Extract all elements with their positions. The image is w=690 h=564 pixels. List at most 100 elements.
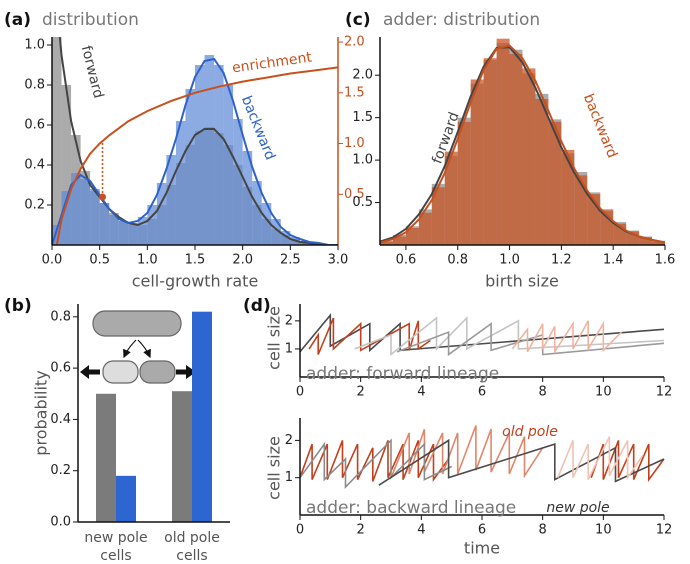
histogram-bar (457, 121, 471, 245)
lineage (299, 438, 453, 489)
x-tick-label: 6 (478, 523, 486, 538)
panel-label: (a) (4, 10, 31, 30)
lineage (557, 436, 644, 481)
title: distribution (42, 10, 139, 30)
histogram-bar (405, 228, 419, 245)
x-tick-label: 0 (296, 523, 304, 538)
annotation: new pole (546, 500, 609, 516)
x-tick-label: 2.0 (232, 253, 253, 268)
histogram-bar (80, 179, 91, 245)
x-tick-label: 2 (357, 523, 365, 538)
histogram-bar (380, 241, 393, 245)
daughter-cell (102, 360, 139, 384)
arrow (123, 339, 137, 359)
arrow (137, 339, 151, 359)
arrow-head (186, 365, 196, 379)
histogram-bar (71, 173, 81, 245)
x-tick-label: 2.5 (280, 253, 301, 268)
histogram-bar (61, 191, 72, 245)
x-tick-label: 3.0 (328, 253, 349, 268)
histogram-bar (195, 65, 205, 245)
histogram-bar (280, 231, 291, 245)
lineage (299, 312, 665, 353)
histogram-bar (261, 203, 272, 245)
ylabel: cell size (265, 436, 284, 500)
x-tick-label: cells (100, 548, 131, 564)
histogram-bar (109, 215, 119, 245)
lineage (378, 438, 665, 486)
plot-area (380, 38, 665, 245)
histogram-bar (61, 85, 72, 245)
histogram-bar (548, 121, 562, 245)
x-tick-label: old pole (164, 530, 220, 546)
panel-label: (d) (243, 296, 271, 316)
curve (55, 66, 338, 245)
y-tick-label: 0.6 (24, 118, 45, 133)
x-tick-label: 1.0 (137, 253, 158, 268)
xlabel: cell-growth rate (132, 272, 259, 291)
y2-tick-label: 1.5 (344, 85, 365, 100)
panel-label: (b) (4, 296, 32, 316)
histogram-bar (175, 121, 186, 245)
title: adder: distribution (383, 10, 540, 30)
x-tick-label: 4 (417, 523, 425, 538)
lineage (299, 440, 665, 483)
histogram-bar (509, 53, 523, 245)
mother-cell (92, 310, 182, 337)
histogram-bar (118, 221, 129, 245)
title: adder: forward lineage (306, 364, 499, 384)
histogram-bar (444, 151, 458, 245)
x-tick-label: 10 (595, 523, 612, 538)
x-tick-label: 1.4 (603, 253, 624, 268)
y-tick-label: 2.0 (352, 68, 373, 83)
bar (116, 475, 136, 522)
x-tick-label: 0.5 (89, 253, 110, 268)
histogram-bar (156, 183, 167, 245)
histogram-bar (223, 85, 234, 245)
histogram-bar (204, 55, 215, 245)
histogram-bar (214, 65, 224, 245)
histogram-bar (535, 98, 549, 245)
histogram-bar (652, 241, 665, 245)
x-tick-label: 4 (417, 385, 425, 400)
histogram-bar (242, 151, 253, 245)
curve-label: backward (580, 92, 620, 161)
histogram-bar (52, 225, 62, 245)
y-tick-label: 0.4 (50, 412, 71, 427)
x-tick-label: 0.8 (447, 253, 468, 268)
x-tick-label: 0.6 (396, 253, 417, 268)
histogram-bar (166, 155, 176, 245)
lineage (390, 425, 544, 479)
y-tick-label: 0.8 (24, 78, 45, 93)
y-tick-label: 0.8 (50, 309, 71, 324)
y-tick-label: 0.2 (50, 463, 71, 478)
histogram-bar (639, 237, 653, 245)
x-tick-label: 8 (539, 385, 547, 400)
histogram-bar (483, 58, 497, 245)
histogram-bar (147, 205, 157, 245)
xlabel: birth size (485, 272, 559, 291)
histogram-bar (185, 89, 195, 245)
panel-label: (c) (345, 10, 371, 30)
histogram-bar (561, 149, 575, 245)
histogram-bar (431, 187, 445, 245)
x-tick-label: 2 (357, 385, 365, 400)
y-tick-label: 2 (285, 313, 293, 328)
cell-diagram (80, 310, 196, 384)
histogram-bar (271, 219, 281, 245)
histogram-bar (52, 37, 62, 245)
y-tick-label: 0.5 (352, 195, 373, 210)
y-tick-label: 1.0 (352, 153, 373, 168)
x-tick-label: 1.2 (551, 253, 572, 268)
bar (172, 391, 192, 522)
lineage (308, 317, 431, 355)
curve-label: forward (78, 44, 107, 100)
x-tick-label: 0.0 (42, 253, 63, 268)
ylabel: probability (32, 370, 51, 455)
x-tick-label: 10 (595, 385, 612, 400)
y-tick-label: 0.6 (50, 361, 71, 376)
y2-tick-label: 2.0 (344, 35, 365, 50)
histogram-bar (392, 236, 406, 245)
lineage (354, 316, 665, 357)
